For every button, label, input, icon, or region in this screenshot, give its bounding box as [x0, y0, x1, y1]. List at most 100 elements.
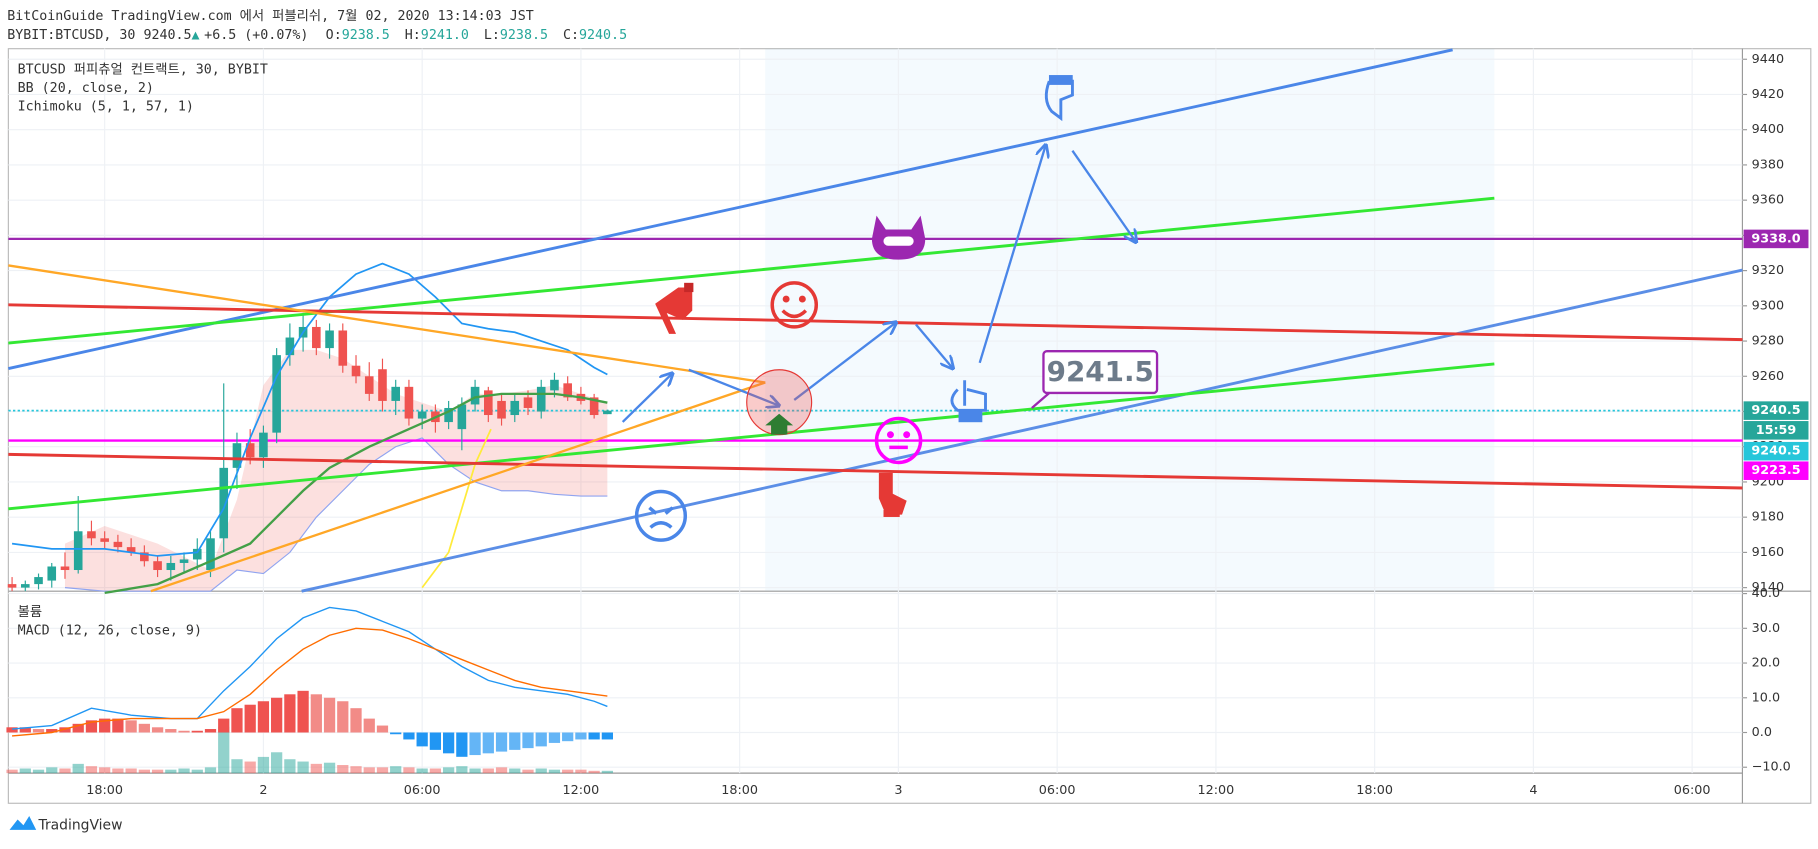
x-tick-label: 06:00 [1039, 783, 1076, 798]
volume-bar [509, 768, 521, 774]
volume-bar [72, 763, 84, 774]
change: +6.5 (+0.07%) [204, 28, 308, 43]
candle-body [87, 531, 96, 539]
histogram-bar [244, 704, 256, 733]
legend-entry: BB (20, close, 2) [18, 81, 154, 96]
volume-bar [323, 762, 336, 774]
l: 9238.5 [500, 28, 548, 43]
c: 9240.5 [579, 28, 627, 43]
candle-body [7, 584, 17, 588]
y-tick-label: 30.0 [1752, 621, 1780, 636]
candle-body [589, 397, 599, 416]
candle-body [126, 547, 136, 553]
legend-entry: MACD (12, 26, close, 9) [18, 624, 202, 639]
candle-body [206, 538, 215, 571]
candle-body [312, 326, 321, 349]
histogram-bar [46, 729, 58, 733]
price-tag-bg [1743, 461, 1809, 480]
volume-bar [522, 769, 534, 774]
volume-bar [191, 769, 203, 774]
histogram-bar [85, 720, 98, 733]
histogram-bar [562, 732, 574, 742]
candle-body [523, 397, 533, 408]
x-tick-label: 06:00 [404, 783, 441, 798]
price-tag: 9223.5 [1751, 463, 1800, 478]
indicator-line [12, 606, 608, 730]
histogram-bar [218, 718, 230, 733]
x-tick-label: 18:00 [86, 783, 123, 798]
last-price-tag: 9240.5 [1751, 403, 1800, 418]
x-tick-label: 3 [894, 783, 902, 798]
histogram-bar [601, 732, 613, 740]
arrow: ▲ [192, 28, 200, 43]
histogram-bar [284, 694, 296, 733]
x-tick-label: 12:00 [1198, 783, 1235, 798]
histogram-bar [522, 732, 534, 749]
legend-entry: BTCUSD 퍼피츄얼 컨트랙트, 30, BYBIT [18, 62, 268, 78]
l-label: L: [484, 28, 500, 43]
h: 9241.0 [421, 28, 469, 43]
candle-body [470, 386, 480, 405]
candle-body [563, 383, 572, 398]
price-tag: 9240.5 [1751, 444, 1800, 459]
y-tick-label: 9380 [1752, 157, 1784, 172]
y-tick-label: 9140 [1752, 580, 1784, 595]
histogram-bar [125, 720, 137, 733]
y-tick-label: 40.0 [1752, 586, 1780, 601]
histogram-bar [442, 732, 455, 754]
y-tick-label: 9160 [1752, 545, 1784, 560]
volume-bar [59, 768, 71, 774]
x-tick-label: 18:00 [1356, 783, 1393, 798]
volume-bar [548, 769, 561, 774]
candle-body [60, 566, 70, 571]
y-tick-label: 9440 [1752, 52, 1784, 67]
h-label: H: [405, 28, 421, 43]
candle-body [34, 577, 43, 585]
candle-body [417, 411, 427, 419]
histogram-bar [337, 701, 349, 733]
volume-bar [469, 768, 481, 774]
candle-body [404, 386, 414, 419]
histogram-bar [403, 732, 415, 740]
candle-body [100, 538, 109, 542]
x-tick-label: 4 [1529, 783, 1537, 798]
logo [9, 816, 37, 830]
candle-body [259, 432, 268, 458]
price-tag: 9338.0 [1751, 231, 1800, 246]
histogram-bar [376, 725, 389, 733]
o-label: O: [326, 28, 342, 43]
y-tick-label: 9180 [1752, 510, 1784, 525]
histogram-bar [429, 732, 442, 750]
volume-bar [601, 770, 613, 774]
volume-bar [575, 769, 587, 774]
cloud-edge [64, 437, 608, 592]
volume-bar [588, 770, 600, 774]
candle-body [20, 584, 30, 588]
volume-bar [218, 726, 230, 774]
price-tag-bg [1743, 229, 1809, 249]
histogram-bar [390, 732, 402, 735]
candle-body [192, 548, 202, 560]
volume-bar [310, 763, 322, 774]
volume-bar [271, 752, 283, 774]
volume-bar [429, 768, 442, 774]
volume-bar [85, 766, 98, 774]
y-tick-label: 9260 [1752, 369, 1784, 384]
histogram-bar [456, 732, 468, 757]
volume-bar [32, 769, 45, 774]
histogram-bar [575, 732, 587, 740]
histogram-bar [32, 729, 45, 733]
candle-body [338, 330, 348, 366]
candle-body [73, 531, 83, 571]
histogram-bar [297, 690, 309, 733]
volume-bar [535, 768, 547, 774]
histogram-bar [363, 718, 375, 733]
volume-bar [112, 768, 124, 774]
indicator-line [421, 428, 492, 589]
drawings [8, 48, 1743, 593]
candle-body [272, 355, 281, 433]
volume-bar [257, 756, 270, 774]
countdown-tag-bg [1743, 421, 1809, 440]
candle-body [378, 369, 387, 401]
